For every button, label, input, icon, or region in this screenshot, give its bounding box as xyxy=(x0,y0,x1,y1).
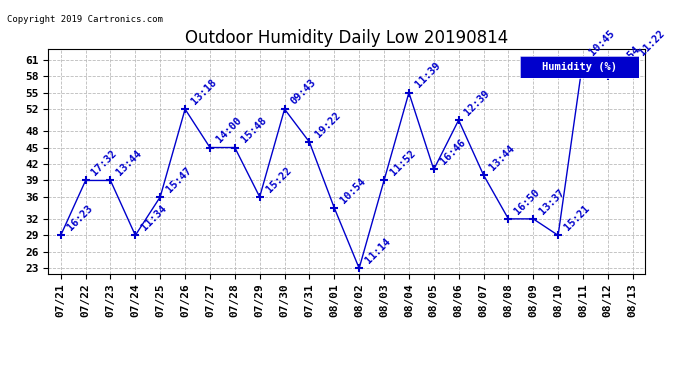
Text: 13:44: 13:44 xyxy=(488,143,517,172)
Text: 10:54: 10:54 xyxy=(339,176,368,205)
Text: 11:14: 11:14 xyxy=(364,236,393,266)
Text: 12:39: 12:39 xyxy=(463,88,492,117)
Text: 11:39: 11:39 xyxy=(413,61,442,90)
Text: 16:23: 16:23 xyxy=(65,203,94,232)
Text: 14:00: 14:00 xyxy=(214,116,244,145)
Text: 15:54: 15:54 xyxy=(612,44,641,74)
Text: 19:22: 19:22 xyxy=(313,110,343,139)
Text: 09:43: 09:43 xyxy=(288,77,318,106)
Text: 15:22: 15:22 xyxy=(264,165,293,194)
Text: 13:37: 13:37 xyxy=(538,187,566,216)
Text: Copyright 2019 Cartronics.com: Copyright 2019 Cartronics.com xyxy=(7,15,163,24)
Text: 15:47: 15:47 xyxy=(164,165,193,194)
Text: 11:52: 11:52 xyxy=(388,148,417,178)
Text: 17:32: 17:32 xyxy=(90,148,119,178)
Text: 11:22: 11:22 xyxy=(637,28,666,57)
Text: 11:34: 11:34 xyxy=(139,203,168,232)
Text: 16:50: 16:50 xyxy=(513,187,542,216)
Text: 15:48: 15:48 xyxy=(239,116,268,145)
Title: Outdoor Humidity Daily Low 20190814: Outdoor Humidity Daily Low 20190814 xyxy=(185,29,509,47)
Text: 16:46: 16:46 xyxy=(438,138,467,167)
Text: 15:21: 15:21 xyxy=(562,203,591,232)
Text: 10:45: 10:45 xyxy=(587,28,616,57)
Text: 13:18: 13:18 xyxy=(189,77,219,106)
Text: 13:44: 13:44 xyxy=(115,148,144,178)
